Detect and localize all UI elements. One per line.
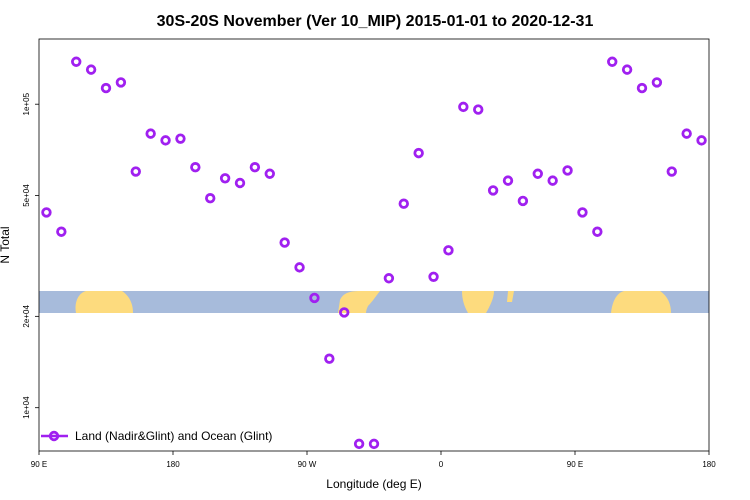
data-point xyxy=(398,198,409,209)
data-points xyxy=(41,56,707,450)
data-point xyxy=(443,245,454,256)
data-point xyxy=(100,82,112,94)
x-tick-label: 90 W xyxy=(298,460,317,469)
data-point xyxy=(666,166,677,177)
data-point xyxy=(234,177,246,189)
data-point xyxy=(577,207,588,218)
data-point xyxy=(458,101,469,113)
x-tick-label: 180 xyxy=(166,460,180,469)
data-point xyxy=(651,77,663,88)
x-tick-label: 90 E xyxy=(567,460,583,469)
y-axis: 1e+04 2e+04 5e+04 1e+05 xyxy=(22,92,39,419)
data-point xyxy=(249,162,261,173)
data-point xyxy=(309,292,320,304)
data-point xyxy=(279,237,290,248)
data-point xyxy=(592,226,603,237)
y-tick-label: 5e+04 xyxy=(22,184,31,207)
legend-label: Land (Nadir&Glint) and Ocean (Glint) xyxy=(75,429,272,443)
data-point xyxy=(115,77,127,88)
land-madagascar xyxy=(507,291,514,302)
x-axis-label: Longitude (deg E) xyxy=(326,477,421,491)
data-point xyxy=(41,207,52,218)
data-point xyxy=(532,168,543,179)
x-tick-label: 90 E xyxy=(31,460,47,469)
data-point xyxy=(145,128,156,139)
data-point xyxy=(517,195,529,207)
x-axis: 90 E 180 90 W 0 90 E 180 xyxy=(31,451,716,469)
data-point xyxy=(160,135,171,146)
data-point xyxy=(264,168,275,179)
data-point xyxy=(621,64,633,75)
legend: Land (Nadir&Glint) and Ocean (Glint) xyxy=(41,429,272,443)
data-point xyxy=(681,128,692,139)
legend-marker xyxy=(48,430,60,442)
data-point xyxy=(607,56,618,67)
data-point xyxy=(473,104,484,115)
y-tick-label: 1e+04 xyxy=(22,396,31,419)
land-australia-right xyxy=(611,291,671,313)
land-australia-left xyxy=(75,291,133,313)
data-point xyxy=(190,162,201,173)
data-point xyxy=(205,193,216,204)
x-tick-label: 0 xyxy=(439,460,444,469)
data-point xyxy=(547,175,558,186)
y-tick-label: 2e+04 xyxy=(22,305,31,328)
data-point xyxy=(339,307,350,318)
data-point xyxy=(175,133,186,144)
chart-title: 30S-20S November (Ver 10_MIP) 2015-01-01… xyxy=(157,13,594,30)
data-point xyxy=(562,165,573,176)
data-point xyxy=(324,353,335,364)
y-tick-label: 1e+05 xyxy=(22,92,31,115)
data-point xyxy=(353,438,365,450)
data-point xyxy=(502,175,514,186)
land-south-america xyxy=(338,291,380,313)
map-band xyxy=(39,291,709,313)
data-point xyxy=(56,226,67,237)
x-tick-label: 180 xyxy=(702,460,716,469)
data-point xyxy=(219,173,231,184)
data-point xyxy=(368,438,380,450)
land-southern-africa xyxy=(462,291,494,313)
data-point xyxy=(85,64,97,75)
plot-frame xyxy=(38,38,710,452)
data-point xyxy=(428,271,439,282)
data-point xyxy=(487,185,499,196)
data-point xyxy=(413,147,424,159)
data-point xyxy=(696,135,707,146)
data-point xyxy=(71,56,82,67)
data-point xyxy=(294,262,305,273)
ocean-band xyxy=(39,291,709,313)
data-point xyxy=(130,166,141,177)
y-axis-label: N Total xyxy=(0,226,12,263)
data-point xyxy=(383,273,395,284)
data-point xyxy=(636,82,648,94)
